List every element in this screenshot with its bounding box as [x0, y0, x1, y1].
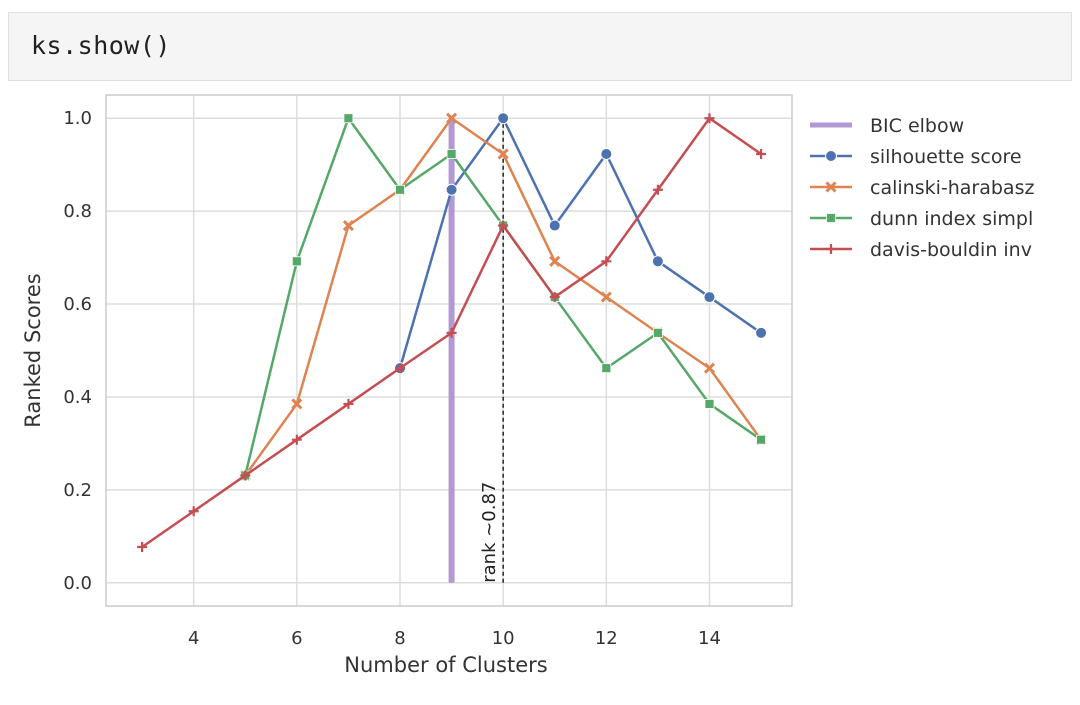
x-tick-label: 14 [698, 628, 721, 649]
data-point-dunn-index-simpl [395, 184, 405, 195]
series-davis-bouldin-inv [137, 113, 767, 553]
data-point-calinski-harabasz [342, 219, 354, 232]
data-point-davis-bouldin-inv [652, 184, 663, 195]
data-point-davis-bouldin-inv [291, 434, 302, 445]
x-tick-label: 6 [291, 628, 302, 649]
data-point-calinski-harabasz [291, 398, 303, 410]
data-point-dunn-index-simpl [343, 113, 354, 124]
rank-annotation: rank ~0.87 [479, 482, 500, 583]
y-tick-label: 0.4 [63, 387, 92, 408]
data-point-davis-bouldin-inv [601, 256, 612, 267]
data-point-davis-bouldin-inv [137, 542, 148, 553]
data-point-calinski-harabasz [549, 255, 561, 267]
data-point-calinski-harabasz [600, 291, 612, 303]
data-point-silhouette-score [445, 183, 458, 196]
data-point-calinski-harabasz [446, 112, 458, 124]
data-point-dunn-index-simpl [601, 363, 612, 374]
y-tick-label: 0.8 [63, 201, 92, 222]
legend-marker-dunn-index-simpl [826, 213, 836, 223]
code-cell[interactable]: ks.show() [8, 12, 1072, 81]
data-point-davis-bouldin-inv [549, 292, 560, 303]
data-point-silhouette-score [548, 219, 561, 232]
y-tick-label: 0.6 [63, 294, 92, 315]
legend-label-silhouette-score: silhouette score [870, 146, 1022, 168]
x-tick-label: 4 [188, 628, 199, 649]
data-point-dunn-index-simpl [291, 256, 302, 267]
data-point-davis-bouldin-inv [704, 113, 715, 124]
x-tick-label: 8 [394, 628, 405, 649]
legend-label-dunn-index-simpl: dunn index simpl [870, 208, 1033, 230]
legend-label-davis-bouldin-inv: davis-bouldin inv [870, 239, 1032, 261]
plot-frame [105, 94, 793, 607]
data-point-dunn-index-simpl [756, 434, 766, 445]
data-point-davis-bouldin-inv [756, 148, 767, 159]
y-axis-label: Ranked Scores [21, 273, 45, 427]
data-point-davis-bouldin-inv [498, 220, 509, 231]
series-silhouette-score [394, 112, 768, 375]
data-point-dunn-index-simpl [704, 399, 715, 409]
data-point-silhouette-score [755, 326, 768, 339]
x-axis-label: Number of Clusters [344, 653, 547, 677]
y-tick-label: 0.2 [63, 480, 92, 501]
x-tick-label: 10 [492, 628, 515, 649]
legend-marker-calinski-harabasz [825, 181, 837, 193]
legend: BIC elbow silhouette score calinski-haraba… [810, 115, 1034, 261]
data-point-dunn-index-simpl [446, 149, 457, 159]
data-point-silhouette-score [497, 112, 510, 125]
data-point-silhouette-score [703, 291, 716, 304]
data-point-davis-bouldin-inv [395, 363, 405, 374]
data-point-calinski-harabasz [703, 362, 716, 374]
data-point-davis-bouldin-inv [240, 470, 251, 481]
data-point-calinski-harabasz [497, 148, 509, 160]
data-point-davis-bouldin-inv [446, 327, 457, 338]
legend-label-bic-elbow: BIC elbow [870, 115, 964, 137]
legend-label-calinski-harabasz: calinski-harabasz [870, 177, 1034, 199]
legend-marker-davis-bouldin-inv [826, 244, 836, 254]
legend-marker-silhouette-score [825, 150, 837, 162]
x-tick-label: 12 [595, 628, 618, 649]
data-point-davis-bouldin-inv [188, 506, 199, 517]
series-line-silhouette-score [398, 116, 762, 369]
data-point-silhouette-score [651, 255, 664, 268]
y-tick-label: 0.0 [63, 573, 92, 594]
data-point-silhouette-score [600, 147, 613, 160]
code-source: ks.show() [31, 31, 171, 60]
y-tick-label: 1.0 [63, 108, 92, 129]
data-point-davis-bouldin-inv [343, 398, 354, 409]
data-point-dunn-index-simpl [652, 327, 663, 338]
